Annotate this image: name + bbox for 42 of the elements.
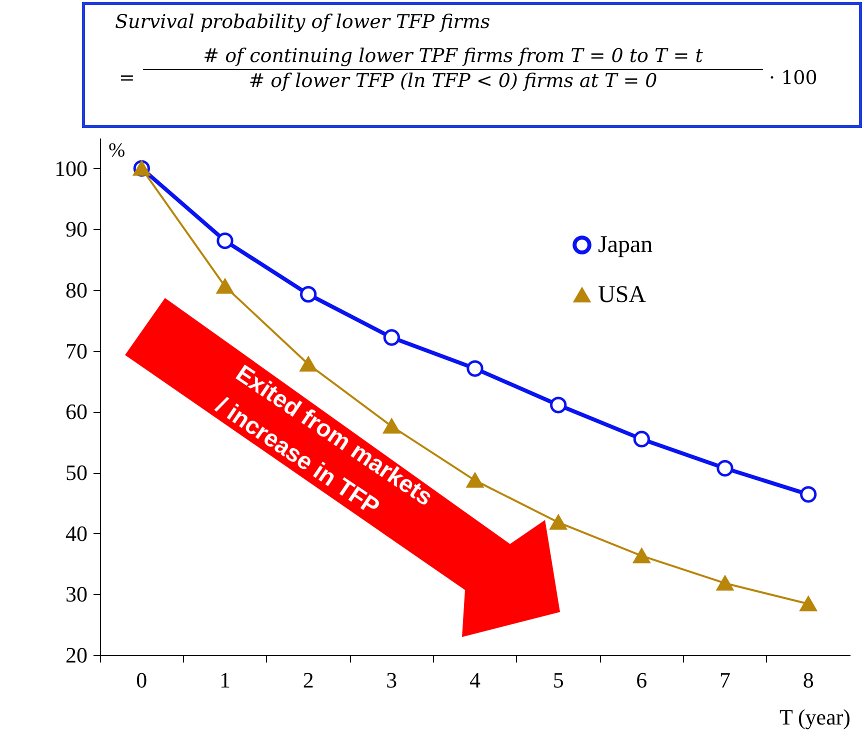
point [716,576,734,591]
x-tick-label: 7 [720,668,730,692]
y-axis-title: % [108,140,126,162]
point [216,279,234,294]
point [383,329,400,346]
y-tick-label: 20 [66,642,88,668]
point [800,596,817,612]
x-tick-label: 1 [220,668,230,692]
legend-label: USA [598,282,647,308]
y-tick-label: 30 [66,582,88,607]
point [300,286,317,303]
x-tick-label: 3 [386,668,398,692]
y-tick-label: 40 [66,520,88,546]
text: # of lower TFP (ln TFP < 0) firms at T = 0 [248,70,658,92]
point [466,360,484,377]
text: = [119,67,135,89]
x-tick-label: 5 [552,668,564,692]
point [800,486,817,503]
x-tick-label: 4 [470,668,480,692]
chart-title: Survival probability of lower TFP firms [115,11,490,33]
point [633,430,650,448]
y-tick-label: 100 [54,156,88,181]
x-tick-label: 0 [136,668,148,692]
y-tick-label: 90 [66,216,88,242]
text: # of continuing lower TPF firms from T = 0 to T = t [143,45,763,70]
y-tick-label: 60 [66,399,88,424]
x-tick-label: 8 [802,668,814,692]
point [383,418,400,434]
point [550,515,567,530]
x-axis-title: T (year) [779,704,850,730]
point [216,232,234,250]
point [550,396,567,414]
legend-label: Japan [598,232,653,258]
x-tick-label: 6 [636,668,648,692]
x-tick-label: 2 [302,668,314,692]
y-tick-label: 80 [66,278,88,303]
y-tick-label: 50 [66,460,88,486]
point [633,548,650,564]
text: · 100 [769,67,818,89]
point [716,460,734,477]
y-tick-label: 70 [66,338,88,364]
point [466,473,484,488]
